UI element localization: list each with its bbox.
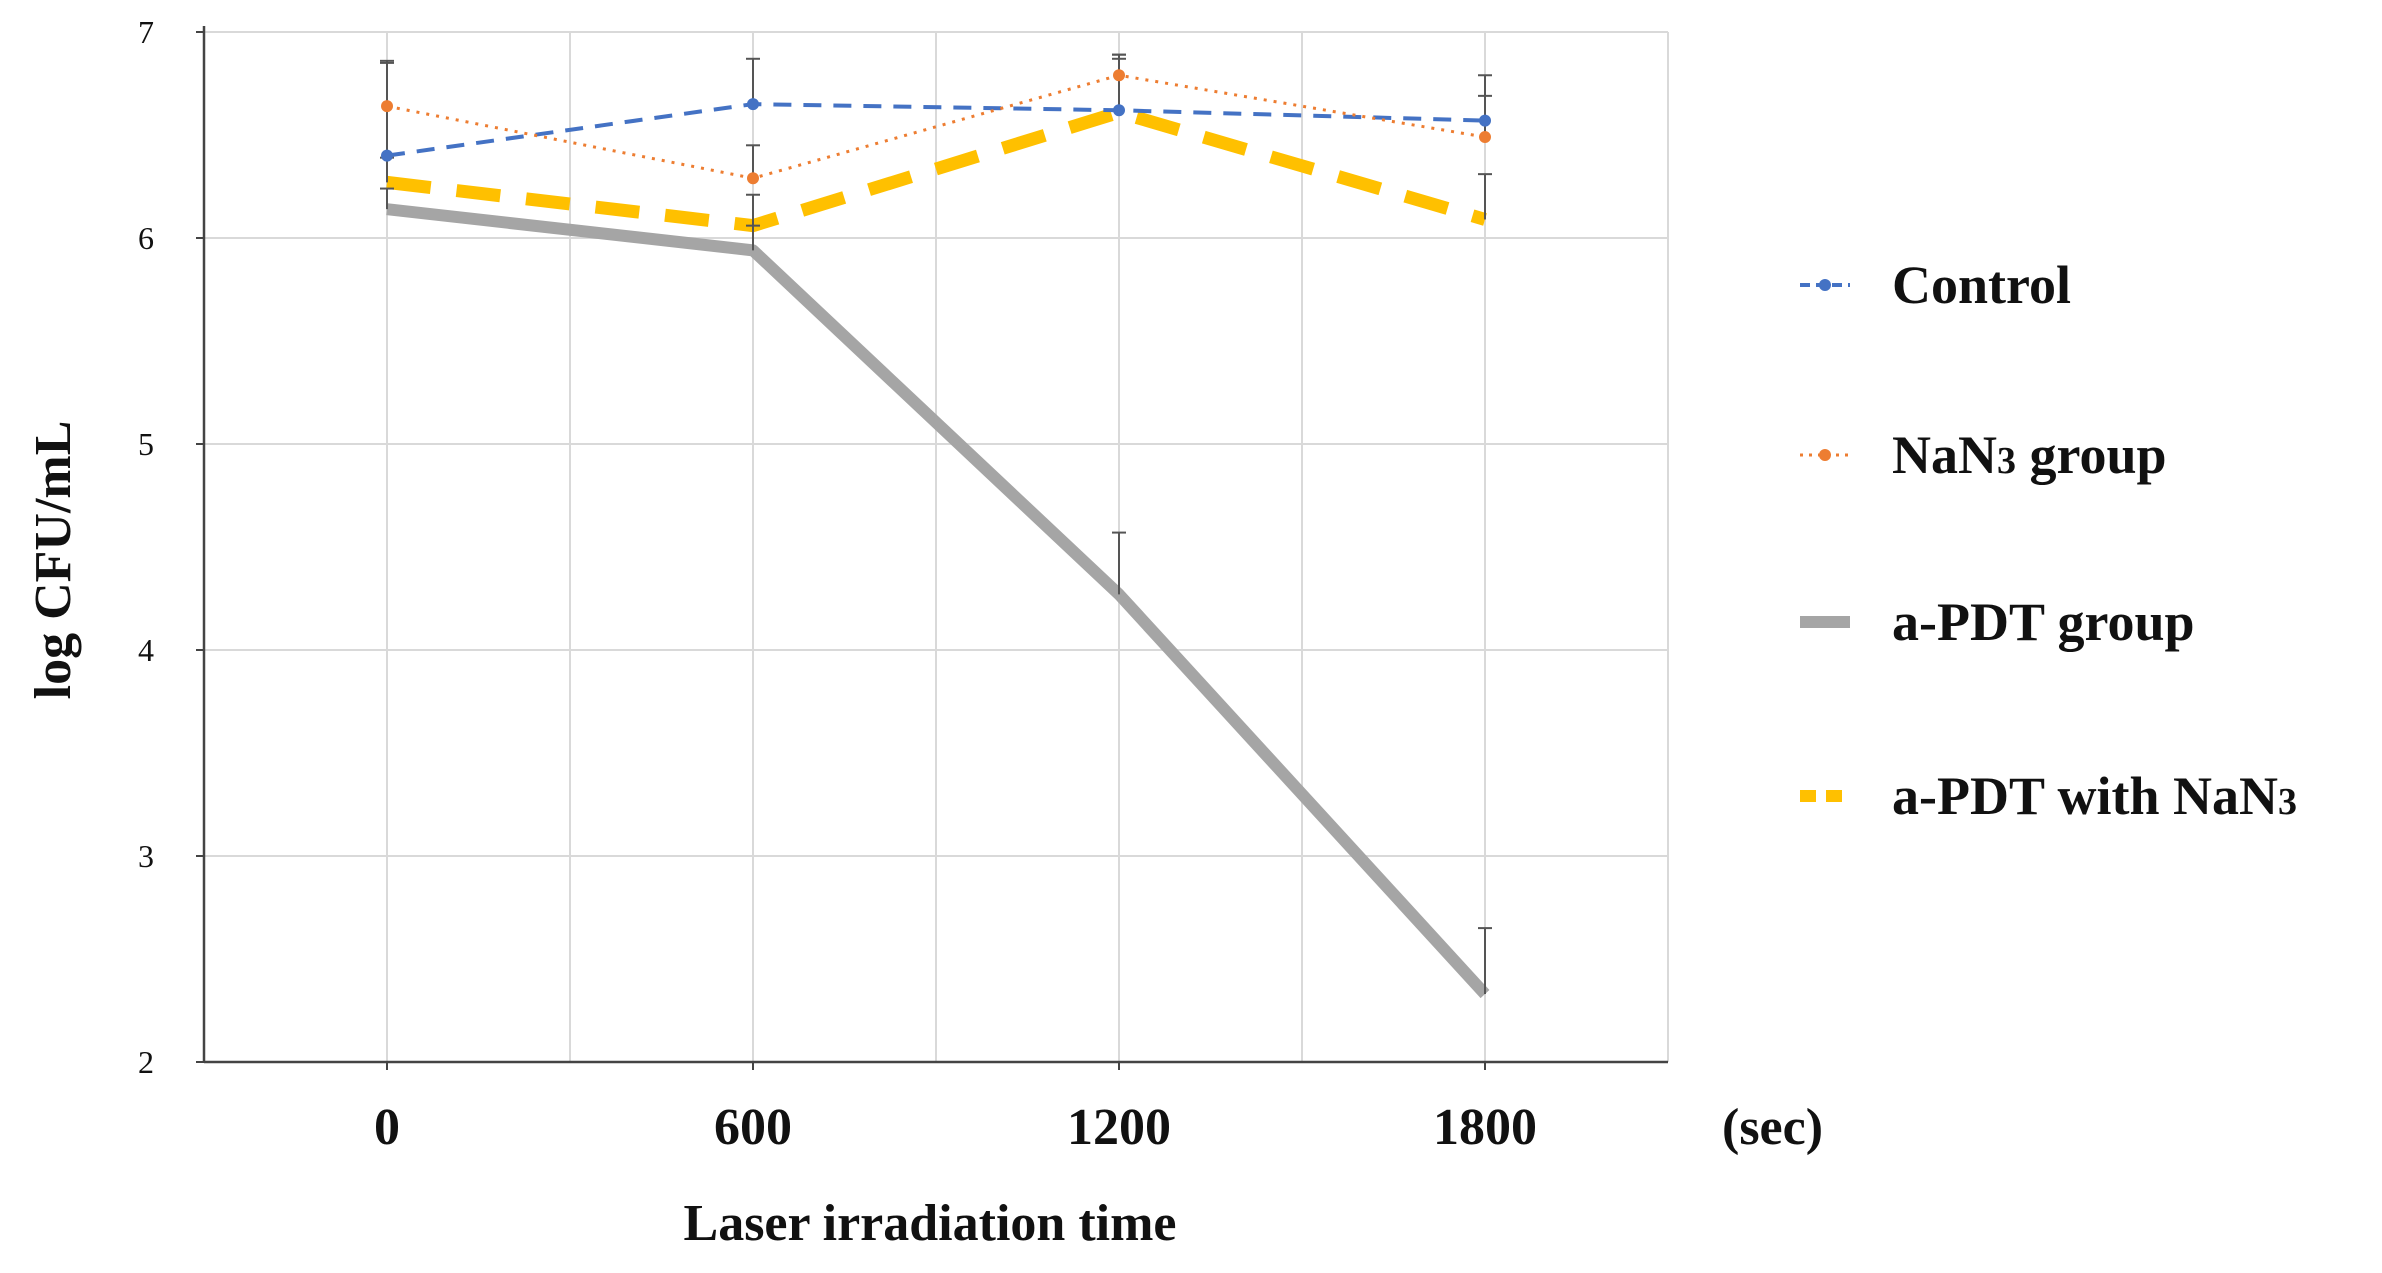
series-line-3	[386, 105, 1487, 233]
legend-marker	[1819, 449, 1831, 461]
data-point	[747, 172, 759, 185]
data-point	[381, 100, 393, 113]
data-point	[1479, 114, 1491, 127]
data-point	[747, 98, 759, 111]
legend-label-1: NaN3 group	[1892, 425, 2167, 485]
legend-label-2: a-PDT group	[1892, 592, 2195, 652]
data-point	[1113, 104, 1125, 117]
y-tick-label: 3	[138, 838, 154, 874]
error-bars	[380, 53, 1492, 995]
x-tick-label: 0	[374, 1099, 400, 1156]
x-tick-label: 1800	[1433, 1099, 1537, 1156]
y-tick-label: 2	[138, 1044, 154, 1080]
x-tick-label: 1200	[1067, 1099, 1171, 1156]
series-line-2	[386, 203, 1490, 999]
y-tick-label: 7	[138, 14, 154, 50]
data-point	[381, 149, 393, 162]
x-tick-labels: 0 600 1200 1800	[374, 1099, 1537, 1156]
legend-label-0: Control	[1892, 255, 2071, 315]
y-tick-labels: 2 3 4 5 6 7	[138, 14, 154, 1080]
x-tick-label: 600	[714, 1099, 792, 1156]
legend-marker	[1819, 279, 1831, 291]
data-points	[381, 69, 1491, 185]
x-axis-title: Laser irradiation time	[684, 1195, 1177, 1252]
legend-label-3: a-PDT with NaN3	[1892, 766, 2297, 826]
legend: Control NaN3 group a-PDT group a-PDT with N…	[1800, 255, 2297, 826]
axes	[196, 26, 1668, 1070]
y-tick-label: 4	[138, 632, 154, 668]
y-tick-label: 5	[138, 426, 154, 462]
data-point	[1479, 131, 1491, 144]
series-line-0	[386, 102, 1486, 158]
data-point	[1113, 69, 1125, 82]
grid-lines	[203, 31, 1669, 1063]
y-axis-title: log CFU/mL	[25, 421, 82, 700]
series-lines	[386, 73, 1490, 999]
x-axis-unit: (sec)	[1722, 1099, 1823, 1156]
y-tick-label: 6	[138, 220, 154, 256]
